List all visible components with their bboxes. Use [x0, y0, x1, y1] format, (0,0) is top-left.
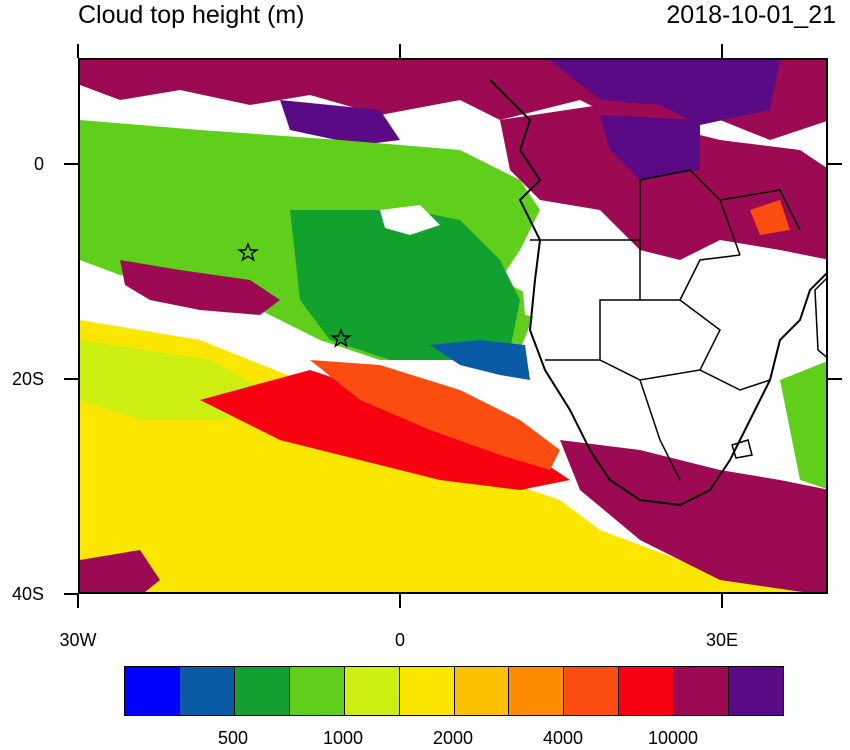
star-marker-1 — [237, 242, 259, 262]
colorbar-swatch-5 — [399, 667, 455, 715]
colorbar-swatch-7 — [509, 667, 565, 715]
x-tick-label-0: 0 — [394, 630, 405, 650]
cloud-region-congo-purple — [600, 115, 700, 180]
cloud-top-height-map — [80, 60, 826, 592]
colorbar-label-2000: 2000 — [432, 728, 474, 748]
cloud-region-green-central — [290, 210, 520, 360]
colorbar-swatch-1 — [179, 667, 235, 715]
map-timestamp: 2018-10-01_21 — [666, 1, 836, 29]
y-tick-label-0: 0 — [33, 154, 44, 174]
y-tick-label-40s: 40S — [11, 584, 44, 604]
colorbar — [124, 666, 784, 716]
map-title: Cloud top height (m) — [78, 1, 305, 29]
cloud-region-green-southeast — [780, 361, 826, 489]
colorbar-swatch-9 — [619, 667, 675, 715]
africa-coastline — [489, 79, 826, 507]
colorbar-label-4000: 4000 — [542, 728, 584, 748]
colorbar-swatch-6 — [454, 667, 510, 715]
cloud-region-north-purple-2 — [280, 100, 400, 145]
cloud-region-north-purple — [550, 60, 780, 125]
colorbar-swatch-3 — [289, 667, 345, 715]
colorbar-label-500: 500 — [217, 728, 249, 748]
x-tick-label-30w: 30W — [59, 630, 97, 650]
star-marker-2 — [330, 328, 352, 348]
colorbar-swatch-10 — [674, 667, 730, 715]
colorbar-swatch-0 — [125, 667, 180, 715]
y-tick-label-20s: 20S — [11, 369, 44, 389]
cloud-region-maroon-south — [560, 440, 826, 592]
map-panel — [78, 58, 828, 594]
cloud-region-east-orange — [750, 200, 790, 235]
lesotho-border — [731, 439, 753, 459]
colorbar-swatch-8 — [564, 667, 620, 715]
country-borders — [530, 169, 801, 481]
colorbar-label-1000: 1000 — [322, 728, 364, 748]
madagascar-outline — [814, 277, 826, 358]
colorbar-swatch-4 — [344, 667, 400, 715]
colorbar-swatch-11 — [729, 667, 784, 715]
cloud-region-red-upper — [310, 360, 560, 470]
cloud-region-red-front — [200, 370, 570, 490]
colorbar-label-10000: 10000 — [647, 728, 699, 748]
cloud-region-southwest-maroon — [80, 550, 160, 592]
cloud-region-low-blue — [430, 340, 530, 380]
cloud-region-streak-maroon — [120, 260, 280, 315]
x-tick-label-30e: 30E — [705, 630, 739, 650]
clear-sky-patch — [380, 205, 440, 235]
colorbar-swatch-2 — [234, 667, 290, 715]
cloud-region-congo — [500, 105, 826, 260]
